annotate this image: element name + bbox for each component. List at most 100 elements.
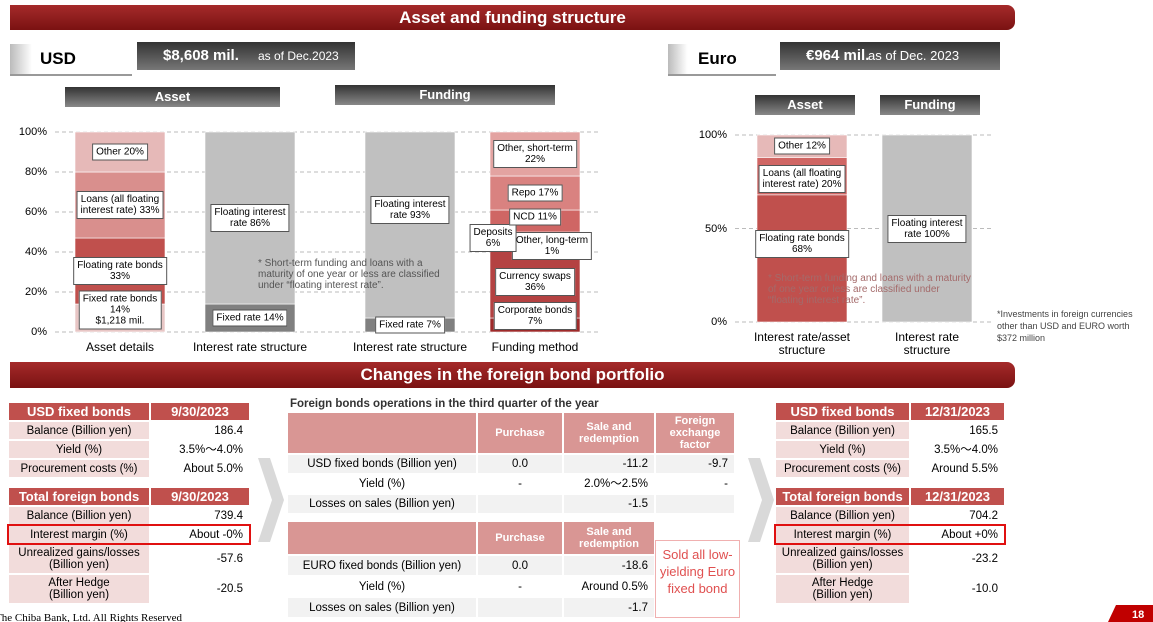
table-header: Sale and redemption [563,412,655,454]
table-header: 9/30/2023 [150,487,250,506]
copyright: The Chiba Bank, Ltd. All Rights Reserved [0,612,182,622]
segment-label: Corporate bonds 7% [493,302,577,330]
amount: $8,608 mil. [163,47,239,64]
x-category-label: Interest rate structure [192,340,308,354]
table-header: 12/31/2023 [910,487,1005,506]
arrow [258,458,284,542]
table-value: -23.2 [910,544,1005,574]
page-tab [1108,605,1153,622]
segment-label: Floating rate bonds 68% [755,230,849,259]
table-label: Yield (%) [287,474,477,494]
x-category-label: Interest rate structure [352,340,468,354]
segment-label: Fixed rate bonds 14% $1,218 mil. [78,290,162,330]
table-header [287,521,477,555]
table-header [287,412,477,454]
chart-note: * Short-term funding and loans with a ma… [258,258,440,291]
x-category-label: Funding method [491,340,579,354]
table-header: Total foreign bonds [775,487,910,506]
chart-note: * Short-term funding and loans with a ma… [768,273,971,306]
table-value [477,494,563,514]
table-value: Around 5.5% [910,459,1005,478]
table-value: 704.2 [910,506,1005,525]
table-label: EURO fixed bonds (Billion yen) [287,555,477,576]
y-tick-label: 40% [24,246,47,258]
table-label: Unrealized gains/losses (Billion yen) [775,544,910,574]
segment-label: Repo 17% [507,184,563,202]
segment-label: Fixed rate 7% [375,316,445,334]
arrow [748,458,774,542]
y-tick-label: 0% [31,326,47,338]
table-label: Unrealized gains/losses (Billion yen) [8,544,150,574]
table-value: Around 0.5% [563,576,655,597]
table-value: -10.0 [910,574,1005,604]
table-header: 9/30/2023 [150,402,250,421]
bar-segment [756,194,848,323]
table-value: -9.7 [655,454,735,474]
footnote: *Investments in foreign currencies other… [997,309,1133,343]
table-value [655,494,735,514]
table-value [477,597,563,618]
amount-box [780,42,1000,70]
banner-title: Asset and funding structure [10,5,1015,30]
table-label: USD fixed bonds (Billion yen) [287,454,477,474]
table-value: -1.5 [563,494,655,514]
table-header: USD fixed bonds [8,402,150,421]
table-header: Total foreign bonds [8,487,150,506]
amount-box [137,42,355,70]
table-label: Procurement costs (%) [775,459,910,478]
table-label: Balance (Billion yen) [8,421,150,440]
section-header: Funding [335,85,555,105]
table-header: 12/31/2023 [910,402,1005,421]
table-label: Yield (%) [8,440,150,459]
table-value: 2.0%～2.5% [563,474,655,494]
segment-label: Floating interest rate 93% [370,196,450,224]
section-header: Asset [755,95,855,115]
table-value: 186.4 [150,421,250,440]
table-label: Yield (%) [287,576,477,597]
table-header: USD fixed bonds [775,402,910,421]
table-value: -57.6 [150,544,250,574]
segment-label: NCD 11% [509,208,561,226]
table-value: About 5.0% [150,459,250,478]
section-header: Funding [880,95,980,115]
x-category-label: Asset details [85,340,155,354]
segment-label: Other 20% [92,143,148,161]
table-label: Yield (%) [775,440,910,459]
table-header: Sale and redemption [563,521,655,555]
table-value: 3.5%～4.0% [910,440,1005,459]
segment-label: Loans (all floating interest rate) 33% [76,191,164,219]
y-tick-label: 20% [24,286,47,298]
segment-label: Currency swaps 36% [495,268,575,296]
y-tick-label: 0% [711,316,727,328]
table-value: -11.2 [563,454,655,474]
table-caption: Foreign bonds operations in the third qu… [290,398,599,410]
table-value: - [655,474,735,494]
amount: €964 mil. [806,47,870,64]
callout: Sold all low- yielding Euro fixed bond [655,540,740,618]
table-value: - [477,576,563,597]
bar-segment [364,131,456,319]
table-label: Procurement costs (%) [8,459,150,478]
highlight [7,524,251,545]
table-label: After Hedge (Billion yen) [775,574,910,604]
y-tick-label: 60% [24,206,47,218]
table-header: Foreign exchange factor [655,412,735,454]
table-value: -20.5 [150,574,250,604]
table-label: Balance (Billion yen) [775,506,910,525]
table-label: Balance (Billion yen) [8,506,150,525]
highlight [774,524,1006,545]
currency-label: Euro [668,44,776,76]
segment-label: Other 12% [774,137,830,155]
segment-label: Loans (all floating interest rate) 20% [758,165,846,194]
table-header: Purchase [477,521,563,555]
table-value: About +0% [910,525,1005,544]
table-label: Losses on sales (Billion yen) [287,597,477,618]
banner-title: Changes in the foreign bond portfolio [10,362,1015,388]
y-tick-label: 100% [698,129,727,141]
as-of: as of Dec. 2023 [868,48,960,63]
segment-label: Floating interest rate 100% [887,214,967,243]
table-value: About -0% [150,525,250,544]
segment-label: Floating interest rate 86% [210,204,290,232]
table-value: - [477,474,563,494]
